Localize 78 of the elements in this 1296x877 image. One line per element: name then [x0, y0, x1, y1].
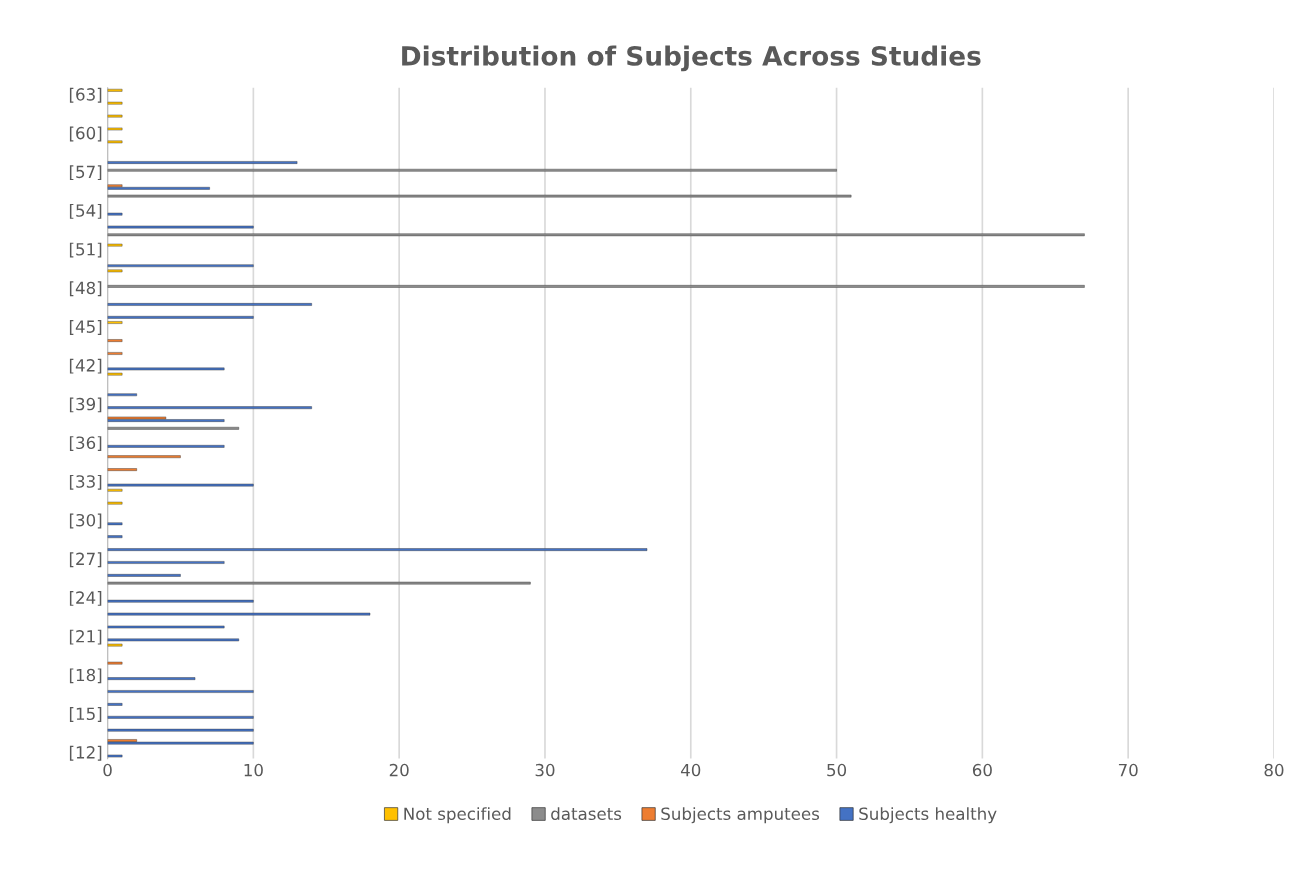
bar [107, 352, 123, 355]
bar [107, 406, 312, 409]
chart-title: Distribution of Subjects Across Studies [402, 45, 981, 72]
bar [107, 233, 1085, 237]
legend-label: Subjects healthy [859, 807, 997, 824]
bar [107, 225, 254, 229]
x-tick-label: 0 [103, 763, 112, 777]
bar [107, 522, 123, 526]
bar [107, 581, 531, 585]
bar [107, 187, 210, 190]
bar [107, 599, 254, 603]
y-tick-label: [39] [69, 397, 102, 413]
bar [107, 264, 254, 268]
y-tick-label: [51] [69, 242, 102, 258]
y-tick-label: [33] [69, 474, 102, 490]
bar [107, 303, 312, 306]
y-tick-label: [12] [69, 745, 102, 761]
y-tick-label: [45] [69, 320, 102, 335]
x-tick-label: 70 [1118, 763, 1138, 777]
x-tick-label: 50 [827, 763, 847, 777]
bar [107, 269, 123, 273]
bar [107, 427, 239, 430]
y-tick-label: [36] [69, 436, 102, 452]
bar [107, 468, 137, 471]
y-tick-label: [60] [69, 126, 102, 142]
legend-label: datasets [551, 807, 622, 821]
bar [107, 661, 123, 665]
y-tick-label: [27] [69, 552, 102, 568]
bar [107, 161, 298, 164]
bar [107, 535, 123, 538]
bar [107, 212, 123, 216]
y-tick-label: [21] [69, 629, 102, 645]
x-tick-label: 20 [389, 763, 409, 777]
y-tick-label: [57] [69, 165, 102, 181]
bar [107, 574, 181, 577]
bar [107, 321, 123, 324]
bar [107, 548, 648, 551]
y-tick-label: [24] [69, 591, 102, 606]
bar [107, 728, 254, 732]
bar [107, 168, 837, 172]
y-tick-label: [48] [69, 281, 102, 297]
bar [107, 445, 225, 448]
bar [107, 716, 254, 719]
y-tick-label: [42] [69, 358, 102, 374]
legend-label: Not specified [404, 807, 511, 824]
y-tick-label: [30] [69, 513, 102, 529]
bar [107, 243, 123, 247]
bar [107, 455, 181, 458]
bar [107, 690, 254, 693]
y-tick-label: [18] [69, 668, 102, 684]
x-tick-label: 40 [680, 763, 701, 777]
bar [107, 561, 225, 564]
bar [107, 741, 254, 745]
x-tick-label: 30 [535, 763, 555, 777]
bar [107, 677, 196, 680]
y-tick-label: [15] [69, 707, 102, 722]
x-tick-label: 10 [244, 763, 263, 777]
bar [107, 339, 123, 342]
bar [107, 114, 123, 118]
y-tick-label: [54] [69, 203, 102, 219]
bar [107, 501, 123, 505]
bar [107, 140, 123, 144]
y-tick-label: [63] [69, 87, 102, 103]
bar [107, 612, 371, 616]
x-tick-label: 60 [972, 763, 992, 777]
x-tick-label: 80 [1264, 763, 1284, 777]
legend-label: Subjects amputees [661, 807, 820, 824]
bar [107, 754, 123, 758]
bar [107, 393, 137, 397]
bar [107, 101, 123, 105]
bar [107, 194, 852, 198]
bar [107, 419, 225, 422]
bar [107, 703, 123, 706]
bar [107, 88, 123, 92]
bar [107, 316, 254, 319]
bar [107, 625, 225, 629]
bar [107, 127, 123, 131]
bar [107, 285, 1085, 288]
